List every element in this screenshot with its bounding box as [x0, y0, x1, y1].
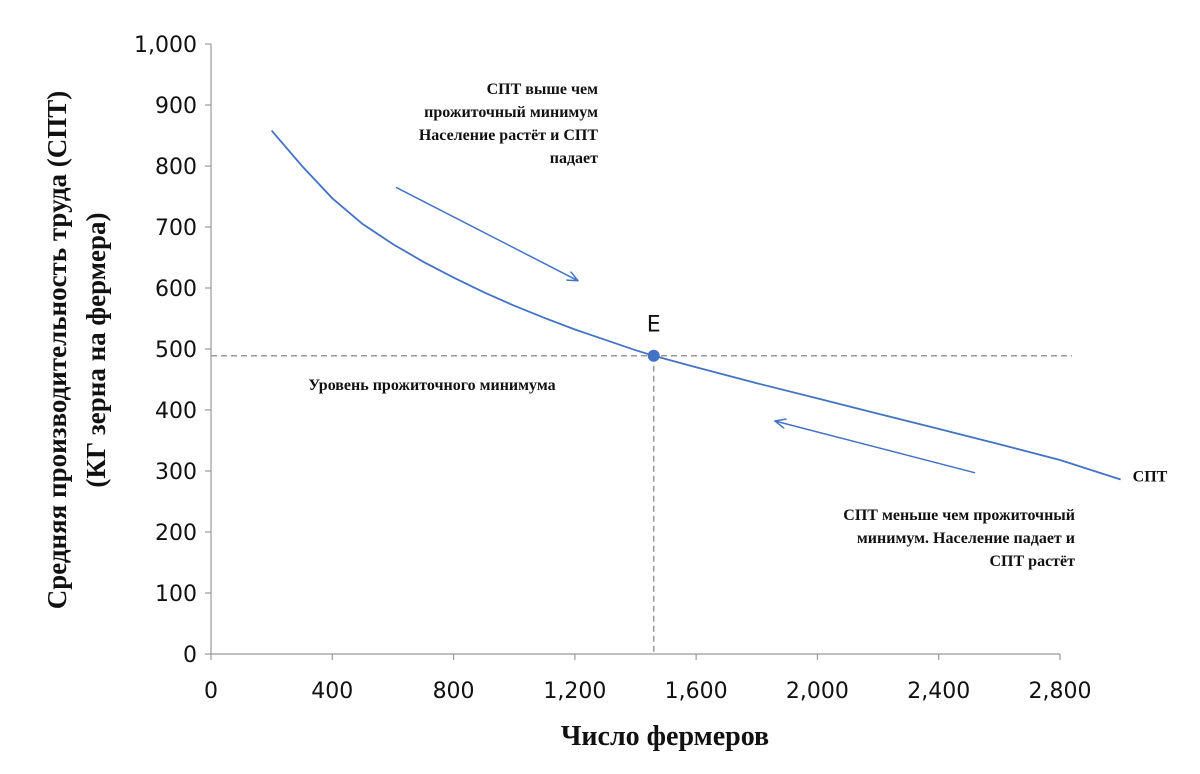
y-tick-label: 200	[155, 521, 197, 546]
annotation-below-line: минимум. Население падает и	[857, 530, 1075, 547]
direction-arrows	[395, 186, 976, 474]
annotation-above-line: падает	[550, 150, 598, 167]
annotation-above: СПТ выше чем прожиточный минимум Населен…	[419, 81, 599, 167]
x-tick-label: 1,600	[665, 679, 728, 704]
y-tick-label: 100	[155, 582, 197, 607]
x-tick-label: 400	[311, 679, 353, 704]
x-tick-label: 2,000	[786, 679, 849, 704]
x-axis-title: Число фермеров	[561, 721, 769, 752]
equilibrium-label: E	[647, 313, 661, 338]
annotation-above-line: СПТ выше чем	[487, 81, 599, 98]
y-ticks: 0 100 200 300 400 500 600 700 800 900 1,000	[134, 33, 211, 668]
y-tick-label: 1,000	[134, 33, 197, 58]
x-ticks: 0 400 800 1,200 1,600 2,000 2,400 2,800	[204, 654, 1091, 704]
y-tick-label: 400	[155, 399, 197, 424]
y-axis-title-line-2: (КГ зерна на фермера)	[81, 212, 111, 487]
equilibrium-point	[647, 349, 660, 362]
direction-arrow	[395, 186, 578, 280]
x-tick-label: 800	[433, 679, 475, 704]
subsistence-label: Уровень прожиточного минимума	[308, 377, 555, 394]
annotation-above-line: Население растёт и СПТ	[419, 127, 599, 144]
x-tick-label: 0	[204, 679, 218, 704]
x-tick-label: 2,800	[1029, 679, 1092, 704]
annotation-below-line: СПТ меньше чем прожиточный	[843, 507, 1075, 524]
annotation-below: СПТ меньше чем прожиточный минимум. Насе…	[843, 507, 1075, 570]
series-line-spt	[270, 130, 1121, 481]
y-tick-label: 600	[155, 277, 197, 302]
y-tick-label: 300	[155, 460, 197, 485]
annotation-below-line: СПТ растёт	[990, 553, 1076, 570]
x-tick-label: 2,400	[907, 679, 970, 704]
y-tick-label: 900	[155, 94, 197, 119]
direction-arrow	[775, 421, 976, 474]
y-tick-label: 800	[155, 155, 197, 180]
y-axis-title-line-1: Средняя производительность труда (СПТ)	[42, 91, 72, 610]
y-tick-label: 500	[155, 338, 197, 363]
series-label: СПТ	[1133, 469, 1168, 486]
y-tick-label: 700	[155, 216, 197, 241]
annotation-above-line: прожиточный минимум	[424, 104, 598, 121]
y-tick-label: 0	[183, 643, 197, 668]
x-tick-label: 1,200	[543, 679, 606, 704]
